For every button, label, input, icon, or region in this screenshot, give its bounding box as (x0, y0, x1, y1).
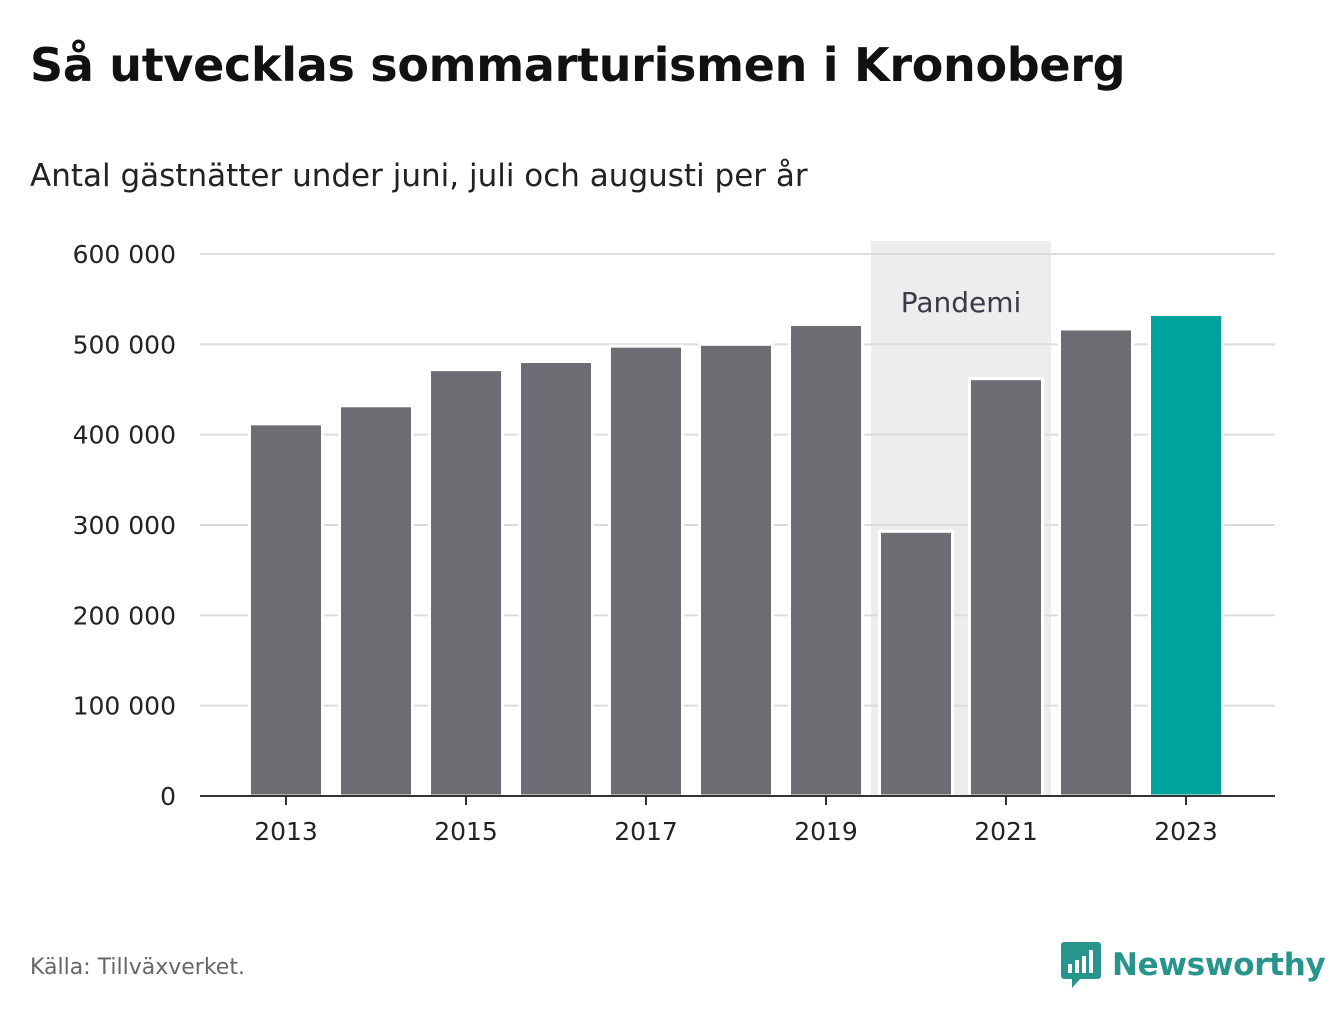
y-tick-label: 400 000 (73, 421, 176, 450)
chart-title: Så utvecklas sommarturismen i Kronoberg (30, 38, 1126, 92)
bar-2022 (1058, 327, 1134, 798)
bar-2016 (518, 359, 594, 798)
y-tick-label: 200 000 (73, 601, 176, 630)
bar-2019 (788, 322, 864, 798)
x-tick-label: 2019 (794, 817, 858, 846)
y-tick-label: 600 000 (73, 240, 176, 269)
y-tick-label: 0 (160, 782, 176, 811)
source-note: Källa: Tillväxverket. (30, 955, 245, 980)
y-tick-label: 300 000 (73, 511, 176, 540)
bar-2018 (698, 342, 774, 798)
x-tick-label: 2023 (1154, 817, 1218, 846)
bar-chart: 0 100 000 200 000 300 000 400 000 500 000 600 … (73, 240, 1275, 846)
x-tick-label: 2017 (614, 817, 678, 846)
x-tick-label: 2013 (254, 817, 318, 846)
y-tick-label: 500 000 (73, 330, 176, 359)
brand-name: Newsworthy (1112, 947, 1326, 983)
brand-logo[interactable]: Newsworthy (1060, 940, 1326, 990)
x-tick-label: 2021 (974, 817, 1038, 846)
y-tick-label: 100 000 (73, 692, 176, 721)
bar-2020 (878, 529, 954, 798)
bar-2014 (338, 404, 414, 798)
bar-chart-speech-bubble-icon (1061, 942, 1101, 988)
pandemic-label: Pandemi (901, 286, 1022, 319)
chart-subtitle: Antal gästnätter under juni, juli och au… (30, 158, 808, 194)
bar-2021 (968, 377, 1044, 798)
bar-2015 (428, 368, 504, 798)
bar-2023 (1148, 313, 1224, 798)
bar-2017 (608, 344, 684, 798)
x-tick-label: 2015 (434, 817, 498, 846)
bar-2013 (248, 422, 324, 798)
